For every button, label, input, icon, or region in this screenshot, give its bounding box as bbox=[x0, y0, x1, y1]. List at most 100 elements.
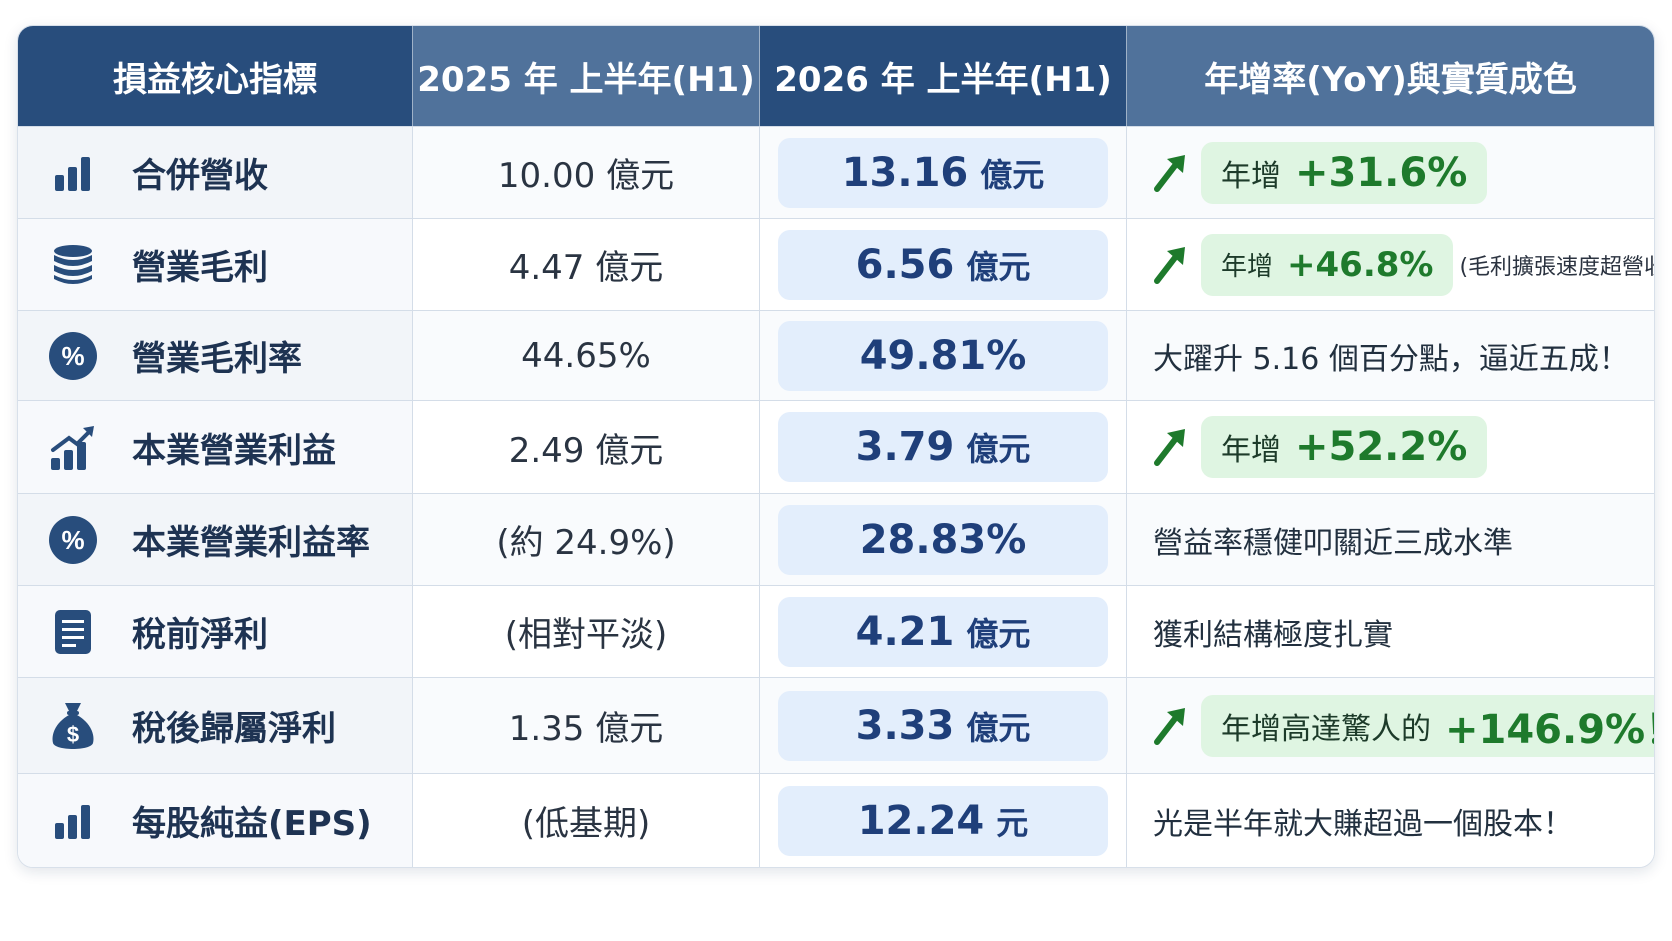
value-unit: 億元 bbox=[966, 708, 1031, 747]
yoy-cell: 營益率穩健叩關近三成水準 bbox=[1126, 494, 1654, 585]
yoy-comment: 獲利結構極度扎實 bbox=[1153, 617, 1393, 653]
value-2025-h1: (低基期) bbox=[412, 774, 759, 867]
growth-arrow-icon bbox=[1153, 427, 1187, 467]
value-unit: 億元 bbox=[980, 155, 1045, 194]
metric-label: 稅前淨利 bbox=[132, 615, 268, 655]
metric-label: 營業毛利率 bbox=[132, 339, 302, 379]
bar-chart-icon bbox=[46, 146, 100, 200]
value-2026-h1-cell: 28.83% bbox=[759, 494, 1126, 585]
yoy-comment: 光是半年就大賺超過一個股本！ bbox=[1153, 806, 1573, 842]
growth-prefix: 年增 bbox=[1221, 158, 1281, 194]
metric-label: 本業營業利益 bbox=[132, 430, 336, 471]
value-2026-h1-cell: 3.33 億元 bbox=[759, 678, 1126, 773]
yoy-cell: 年增 +46.8% (毛利擴張速度超營收) bbox=[1126, 219, 1654, 310]
metric-label: 本業營業利益率 bbox=[132, 523, 370, 563]
highlight-box: 28.83% bbox=[778, 504, 1108, 575]
header-2026-h1: 2026 年 上半年(H1) bbox=[759, 26, 1126, 126]
header-metric: 損益核心指標 bbox=[18, 26, 412, 126]
growth-value: +46.8% bbox=[1287, 244, 1434, 285]
yoy-cell: 獲利結構極度扎實 bbox=[1126, 586, 1654, 677]
value-2025-h1: 1.35 億元 bbox=[412, 678, 759, 773]
value-2026-h1-cell: 3.79 億元 bbox=[759, 401, 1126, 493]
growth-arrow-icon bbox=[1153, 153, 1187, 193]
table-row: % 營業毛利率 44.65% 49.81% 大躍升 5.16 個百分點，逼近五成！ bbox=[18, 310, 1654, 400]
table-body: 合併營收 10.00 億元 13.16 億元 年增 +31.6% 營業毛利 4.47 億元 6.… bbox=[18, 126, 1654, 867]
highlight-box: 4.21 億元 bbox=[778, 596, 1108, 667]
growth-badge: 年增 +31.6% bbox=[1201, 141, 1488, 204]
highlight-box: 49.81% bbox=[778, 320, 1108, 391]
header-yoy: 年增率(YoY)與實質成色 bbox=[1126, 26, 1654, 126]
value-2025-h1: (約 24.9%) bbox=[412, 494, 759, 585]
table-header: 損益核心指標 2025 年 上半年(H1) 2026 年 上半年(H1) 年增率… bbox=[18, 26, 1654, 126]
metric-cell: 稅前淨利 bbox=[18, 586, 412, 677]
table-row: % 本業營業利益率 (約 24.9%) 28.83% 營益率穩健叩關近三成水準 bbox=[18, 493, 1654, 585]
value-unit: 億元 bbox=[966, 614, 1031, 653]
metric-cell: 每股純益(EPS) bbox=[18, 774, 412, 867]
value-unit: 億元 bbox=[966, 247, 1031, 286]
yoy-comment: 大躍升 5.16 個百分點，逼近五成！ bbox=[1153, 341, 1629, 377]
value-2026-h1: 3.33 bbox=[855, 702, 955, 749]
growth-chart-icon bbox=[46, 420, 100, 474]
document-icon bbox=[46, 605, 100, 659]
value-2025-h1: 4.47 億元 bbox=[412, 219, 759, 310]
value-2026-h1: 28.83% bbox=[859, 516, 1027, 563]
value-2026-h1-cell: 4.21 億元 bbox=[759, 586, 1126, 677]
metric-label: 合併營收 bbox=[132, 156, 268, 196]
metric-label: 每股純益(EPS) bbox=[132, 804, 372, 844]
highlight-box: 6.56 億元 bbox=[778, 229, 1108, 300]
yoy-cell: 年增 +52.2% bbox=[1126, 401, 1654, 493]
svg-text:%: % bbox=[61, 525, 84, 555]
value-2025-h1: 44.65% bbox=[412, 311, 759, 400]
header-2025-h1: 2025 年 上半年(H1) bbox=[412, 26, 759, 126]
value-unit: 元 bbox=[996, 803, 1029, 842]
value-2026-h1-cell: 6.56 億元 bbox=[759, 219, 1126, 310]
highlight-box: 13.16 億元 bbox=[778, 137, 1108, 208]
value-2025-h1: 10.00 億元 bbox=[412, 127, 759, 218]
growth-value: +146.9%！ bbox=[1445, 706, 1654, 753]
metric-label: 營業毛利 bbox=[132, 248, 268, 288]
growth-prefix: 年增 bbox=[1221, 433, 1281, 468]
table-row: 每股純益(EPS) (低基期) 12.24 元 光是半年就大賺超過一個股本！ bbox=[18, 773, 1654, 867]
value-2025-h1: 2.49 億元 bbox=[412, 401, 759, 493]
growth-prefix: 年增 bbox=[1221, 252, 1274, 282]
table-row: 營業毛利 4.47 億元 6.56 億元 年增 +46.8% (毛利擴張速度超營收) bbox=[18, 218, 1654, 310]
yoy-cell: 年增高達驚人的 +146.9%！ bbox=[1126, 678, 1654, 773]
financial-comparison-table: 損益核心指標 2025 年 上半年(H1) 2026 年 上半年(H1) 年增率… bbox=[17, 25, 1655, 868]
yoy-cell: 大躍升 5.16 個百分點，逼近五成！ bbox=[1126, 311, 1654, 400]
metric-label: 稅後歸屬淨利 bbox=[132, 709, 336, 749]
yoy-comment: 營益率穩健叩關近三成水準 bbox=[1153, 525, 1513, 561]
metric-cell: 營業毛利 bbox=[18, 219, 412, 310]
growth-note: (毛利擴張速度超營收) bbox=[1459, 254, 1655, 280]
metric-cell: $ 稅後歸屬淨利 bbox=[18, 678, 412, 773]
value-2026-h1: 49.81% bbox=[859, 332, 1027, 379]
highlight-box: 3.79 億元 bbox=[778, 412, 1108, 482]
growth-arrow-icon bbox=[1153, 706, 1187, 746]
value-2026-h1: 4.21 bbox=[855, 608, 955, 655]
value-2026-h1-cell: 49.81% bbox=[759, 311, 1126, 400]
table-row: 合併營收 10.00 億元 13.16 億元 年增 +31.6% bbox=[18, 126, 1654, 218]
growth-prefix: 年增高達驚人的 bbox=[1221, 711, 1431, 747]
highlight-box: 3.33 億元 bbox=[778, 690, 1108, 761]
growth-badge: 年增高達驚人的 +146.9%！ bbox=[1201, 694, 1654, 757]
value-unit: 億元 bbox=[966, 430, 1031, 468]
yoy-cell: 光是半年就大賺超過一個股本！ bbox=[1126, 774, 1654, 867]
bar-chart-icon bbox=[46, 794, 100, 848]
table-row: $ 稅後歸屬淨利 1.35 億元 3.33 億元 年增高達驚人的 +146.9%！ bbox=[18, 677, 1654, 773]
svg-text:$: $ bbox=[67, 722, 79, 747]
value-2026-h1-cell: 12.24 元 bbox=[759, 774, 1126, 867]
value-2026-h1: 12.24 bbox=[857, 797, 985, 844]
growth-value: +31.6% bbox=[1295, 149, 1468, 196]
yoy-cell: 年增 +31.6% bbox=[1126, 127, 1654, 218]
table-row: 稅前淨利 (相對平淡) 4.21 億元 獲利結構極度扎實 bbox=[18, 585, 1654, 677]
value-2025-h1: (相對平淡) bbox=[412, 586, 759, 677]
table-row: 本業營業利益 2.49 億元 3.79 億元 年增 +52.2% bbox=[18, 400, 1654, 493]
svg-text:%: % bbox=[61, 341, 84, 371]
value-2026-h1: 13.16 bbox=[841, 149, 969, 196]
coin-stack-icon bbox=[46, 238, 100, 292]
value-2026-h1: 3.79 bbox=[855, 424, 955, 470]
percent-icon: % bbox=[46, 513, 100, 567]
metric-cell: % 營業毛利率 bbox=[18, 311, 412, 400]
growth-badge: 年增 +52.2% bbox=[1201, 416, 1488, 478]
growth-badge: 年增 +46.8% bbox=[1201, 233, 1454, 296]
metric-cell: % 本業營業利益率 bbox=[18, 494, 412, 585]
